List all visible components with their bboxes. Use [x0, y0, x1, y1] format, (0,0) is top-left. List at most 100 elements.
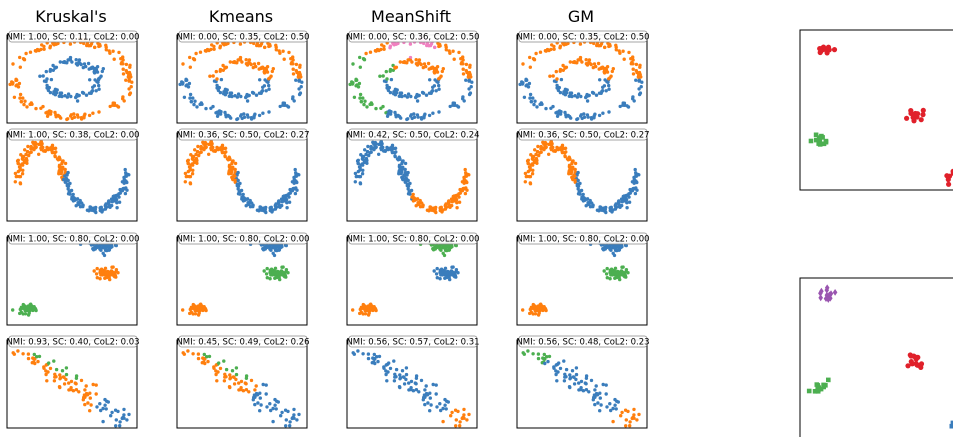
data-point: [18, 96, 22, 100]
data-point: [195, 105, 199, 109]
data-point: [265, 276, 269, 280]
data-point: [69, 114, 73, 118]
data-point: [105, 275, 109, 280]
data-point: [417, 390, 421, 394]
data-point: [634, 174, 638, 178]
axes-frame: [6, 339, 138, 429]
data-point: [605, 70, 610, 74]
data-point: [455, 206, 459, 210]
data-point: [286, 105, 291, 109]
data-point: [288, 424, 292, 428]
data-point: [244, 94, 249, 99]
data-point: [419, 378, 424, 383]
data-point: [365, 158, 369, 163]
data-point: [210, 43, 214, 47]
data-point: [576, 192, 581, 196]
data-point: [53, 375, 57, 379]
data-point: [236, 92, 241, 96]
data-point: [270, 210, 274, 214]
data-point: [58, 373, 62, 377]
data-point: [111, 103, 115, 107]
data-point: [533, 99, 537, 103]
data-point: [605, 80, 610, 84]
data-point: [427, 209, 431, 213]
data-point: [559, 77, 564, 82]
data-point: [25, 105, 29, 109]
data-point: [535, 105, 539, 109]
data-point: [365, 150, 370, 154]
annotation-text: NMI: 1.00, SC: 0.80, CoL2: 0.00: [346, 234, 479, 244]
points: [181, 238, 290, 317]
data-point: [64, 366, 69, 370]
data-point: [221, 68, 225, 73]
data-point: [454, 198, 459, 202]
data-point: [192, 102, 196, 107]
points: [8, 36, 134, 122]
metric-annotation: NMI: 0.56, SC: 0.57, CoL2: 0.31: [346, 335, 480, 348]
data-point: [41, 74, 45, 78]
data-point: [555, 77, 559, 81]
data-point: [585, 113, 590, 117]
data-point: [75, 63, 80, 67]
data-point: [595, 393, 600, 397]
data-point: [818, 48, 824, 54]
data-point: [294, 69, 298, 73]
data-point: [621, 194, 625, 199]
data-point: [83, 388, 87, 392]
data-point: [539, 150, 543, 154]
data-point: [44, 363, 48, 367]
data-point: [99, 267, 104, 271]
data-point: [461, 187, 465, 191]
annotation-box: [348, 232, 478, 245]
subplot-moons-2: NMI: 0.42, SC: 0.50, CoL2: 0.24: [346, 128, 480, 222]
data-point: [118, 424, 122, 428]
data-point: [230, 161, 234, 166]
data-point: [182, 352, 186, 356]
data-point: [618, 205, 622, 209]
data-point: [405, 61, 409, 65]
data-point: [281, 194, 285, 199]
data-point: [31, 140, 35, 144]
data-point: [91, 111, 95, 115]
data-point: [604, 383, 608, 387]
data-point: [219, 77, 224, 82]
data-point: [918, 117, 924, 123]
data-point: [111, 265, 115, 269]
subplot-circles-0: NMI: 1.00, SC: 0.11, CoL2: 0.00: [6, 30, 140, 124]
data-point: [554, 363, 558, 367]
data-point: [427, 44, 431, 48]
data-point: [214, 69, 218, 74]
data-point: [367, 311, 371, 315]
data-point: [62, 375, 66, 379]
data-point: [608, 277, 612, 281]
data-point: [457, 200, 462, 204]
data-point: [362, 102, 366, 107]
data-point: [604, 89, 608, 93]
subplot-diagonal-2: NMI: 0.56, SC: 0.57, CoL2: 0.31: [346, 335, 480, 429]
data-point: [528, 92, 533, 97]
data-point: [631, 67, 635, 71]
data-point: [395, 88, 399, 92]
data-point: [621, 103, 625, 107]
data-point: [118, 187, 122, 192]
data-point: [451, 270, 455, 275]
data-point: [188, 92, 193, 97]
subplot-blobs-1: NMI: 1.00, SC: 0.80, CoL2: 0.00: [176, 232, 310, 326]
data-point: [561, 42, 566, 46]
data-point: [605, 266, 609, 271]
data-point: [294, 62, 299, 67]
data-point: [415, 99, 420, 103]
data-point: [563, 146, 567, 151]
data-point: [281, 103, 285, 107]
data-point: [85, 393, 90, 397]
data-point: [260, 89, 265, 93]
data-point: [42, 149, 46, 153]
data-point: [192, 304, 196, 308]
subplot-circles-1: NMI: 0.00, SC: 0.35, CoL2: 0.50: [176, 30, 310, 124]
data-point: [192, 306, 196, 311]
metric-annotation: NMI: 1.00, SC: 0.38, CoL2: 0.00: [6, 128, 140, 141]
data-point: [291, 72, 296, 76]
annotation-box: [178, 335, 308, 348]
data-point: [286, 409, 290, 414]
data-point: [114, 424, 118, 428]
